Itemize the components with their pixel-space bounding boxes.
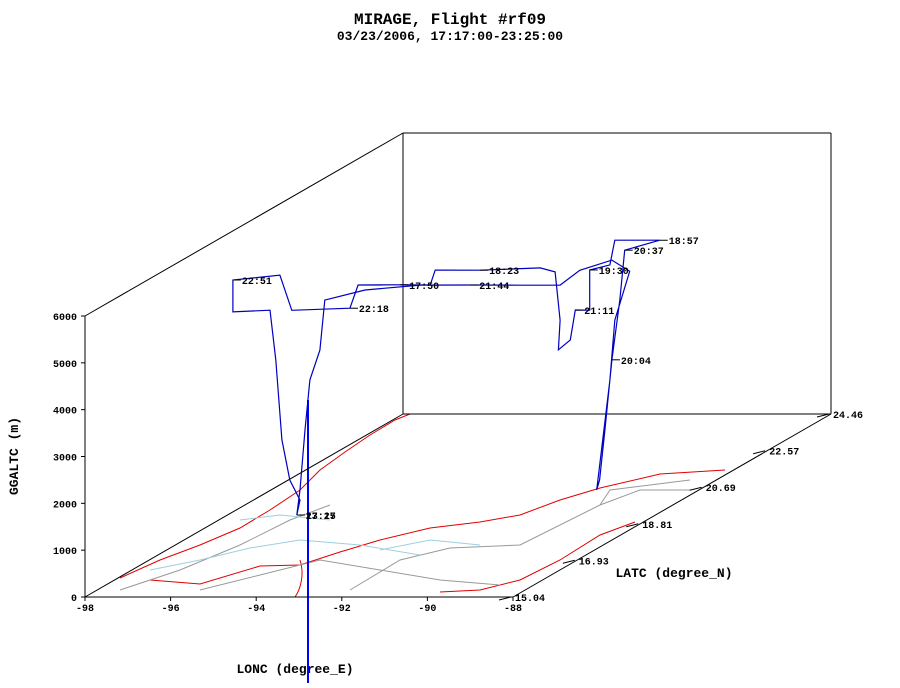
coastline — [439, 521, 636, 593]
chart-subtitle: 03/23/2006, 17:17:00-23:25:00 — [337, 29, 563, 44]
x-tick-label: -92 — [333, 604, 351, 615]
x-tick-label: -98 — [76, 604, 94, 615]
y-tick-label: 15.04 — [515, 594, 545, 605]
x-axis-label: LONC (degree_E) — [236, 662, 353, 677]
time-label: 18:23 — [489, 267, 519, 278]
z-tick-label: 4000 — [53, 407, 77, 418]
time-label: 20:37 — [634, 247, 664, 258]
y-axis-label: LATC (degree_N) — [615, 566, 732, 581]
time-label: 17:50 — [409, 282, 439, 293]
flight-track — [232, 239, 660, 516]
z-tick-label: 2000 — [53, 500, 77, 511]
chart-title: MIRAGE, Flight #rf09 — [354, 11, 546, 29]
y-tick — [498, 596, 512, 601]
time-label: 19:30 — [599, 267, 629, 278]
box-edge — [84, 413, 404, 598]
x-tick-label: -90 — [418, 604, 436, 615]
y-tick — [689, 486, 702, 491]
x-tick-label: -94 — [247, 604, 265, 615]
y-tick-label: 18.81 — [642, 521, 672, 532]
time-label: 20:04 — [621, 357, 651, 368]
y-tick-label: 22.57 — [769, 448, 799, 459]
coastline — [119, 413, 411, 579]
z-tick-label: 3000 — [53, 454, 77, 465]
y-tick — [816, 413, 830, 418]
time-label: 21:11 — [584, 307, 614, 318]
river — [149, 514, 481, 571]
time-label: 22:18 — [359, 305, 389, 316]
x-tick-label: -88 — [504, 604, 522, 615]
box-edge — [84, 132, 404, 317]
y-tick-label: 24.46 — [833, 411, 863, 422]
time-label: 21:44 — [479, 282, 509, 293]
coastline — [294, 559, 303, 598]
z-tick-label: 6000 — [53, 313, 77, 324]
coastline — [149, 469, 726, 585]
box-edge — [512, 413, 832, 598]
y-tick — [626, 523, 639, 528]
x-tick-label: -96 — [162, 604, 180, 615]
border — [119, 479, 691, 591]
z-tick-label: 0 — [71, 594, 77, 605]
y-tick-label: 16.93 — [579, 557, 609, 568]
time-label: 22:51 — [242, 277, 272, 288]
y-tick — [562, 559, 575, 564]
y-tick-label: 20.69 — [706, 484, 736, 495]
z-axis-label: GGALTC (m) — [7, 417, 22, 495]
time-label: 17:17 — [306, 512, 336, 523]
time-label: 18:57 — [669, 237, 699, 248]
z-tick-label: 5000 — [53, 360, 77, 371]
y-tick — [753, 450, 766, 455]
time-label: 23:25 — [306, 512, 336, 523]
z-tick-label: 1000 — [53, 547, 77, 558]
